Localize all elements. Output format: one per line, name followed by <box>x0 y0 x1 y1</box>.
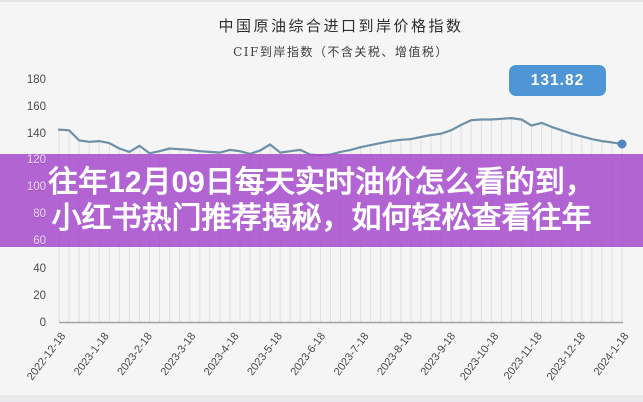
caption-overlay: 往年12月09日每天实时油价怎么看的到， 小红书热门推荐揭秘，如何轻松查看往年 … <box>0 154 643 247</box>
svg-text:0: 0 <box>40 317 46 329</box>
svg-text:2022-12-18: 2022-12-18 <box>25 331 68 383</box>
svg-text:40: 40 <box>33 263 46 275</box>
svg-text:2023-2-18: 2023-2-18 <box>115 331 155 378</box>
caption-line-2: 小红书热门推荐揭秘，如何轻松查看往年 <box>51 202 592 235</box>
svg-text:140: 140 <box>27 128 46 140</box>
svg-text:2023-9-18: 2023-9-18 <box>418 331 458 378</box>
svg-text:2023-5-18: 2023-5-18 <box>245 331 285 378</box>
caption-line-1: 往年12月09日每天实时油价怎么看的到， <box>48 166 595 199</box>
latest-value-label: 131.82 <box>530 71 585 89</box>
chart-subtitle: CIF到岸指数（不含关税、增值税） <box>233 45 449 59</box>
latest-value-badge: 131.82 <box>509 65 606 96</box>
last-point-dot <box>617 139 627 149</box>
chart-title: 中国原油综合进口到岸价格指数 <box>218 17 464 35</box>
svg-text:20: 20 <box>33 290 46 302</box>
svg-text:2023-7-18: 2023-7-18 <box>332 331 372 378</box>
ghost-y-tick: 60 <box>33 235 46 247</box>
svg-text:2023-6-18: 2023-6-18 <box>288 331 328 378</box>
svg-text:180: 180 <box>27 74 46 86</box>
svg-text:160: 160 <box>27 101 46 113</box>
x-axis-labels: 2022-12-18 2023-1-18 2023-2-18 2023-3-18 202… <box>25 331 631 383</box>
ghost-y-tick: 80 <box>33 208 46 220</box>
svg-text:2023-8-18: 2023-8-18 <box>375 331 415 378</box>
svg-text:2023-4-18: 2023-4-18 <box>202 331 242 378</box>
svg-text:2023-3-18: 2023-3-18 <box>159 331 199 378</box>
svg-text:2023-1-18: 2023-1-18 <box>72 331 112 378</box>
price-line <box>57 116 624 157</box>
ghost-y-tick: 100 <box>26 181 46 193</box>
svg-text:2024-1-18: 2024-1-18 <box>592 331 632 378</box>
ghost-y-tick: 120 <box>26 154 46 166</box>
bottom-strip <box>0 395 643 402</box>
svg-text:2023-12-18: 2023-12-18 <box>545 331 588 383</box>
svg-text:2023-10-18: 2023-10-18 <box>458 331 501 383</box>
svg-text:2023-11-18: 2023-11-18 <box>502 331 545 383</box>
